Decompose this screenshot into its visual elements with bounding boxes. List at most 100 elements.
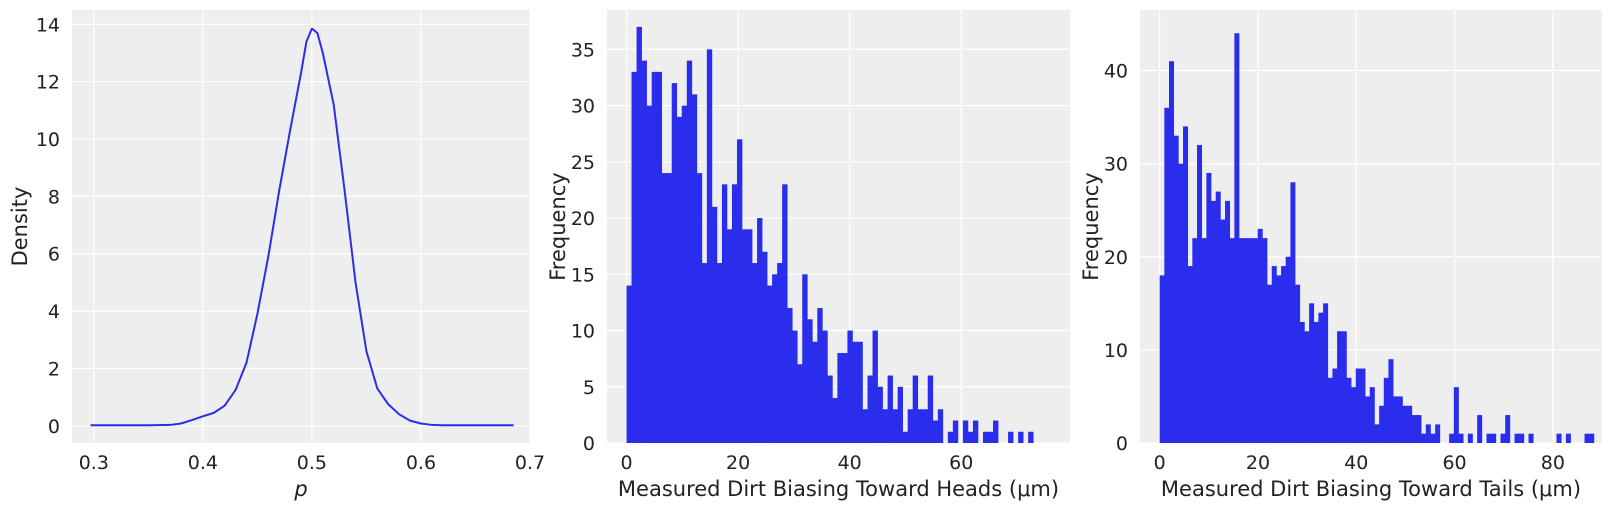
histogram-bar [742, 229, 748, 443]
histogram-bar [1206, 172, 1212, 443]
x-tick-labels: 0.3 0.4 0.5 0.6 0.7 [79, 452, 545, 474]
histogram-bar [1299, 321, 1305, 443]
histogram-bar [947, 431, 954, 443]
histogram-bar [1295, 284, 1301, 443]
histogram-bar [932, 420, 939, 443]
histogram-bar [1369, 387, 1375, 443]
histogram-bar [967, 431, 974, 443]
histogram-bar [887, 375, 893, 443]
histogram-bar [1257, 228, 1263, 443]
y-tick-label: 15 [571, 264, 595, 286]
y-tick-label: 20 [571, 208, 595, 230]
y-tick-label: 14 [36, 14, 60, 36]
histogram-bar [1271, 266, 1277, 443]
histogram-bar [802, 274, 808, 443]
histogram-bar [1211, 200, 1217, 443]
histogram-bar [656, 71, 663, 444]
histogram-bar [716, 263, 723, 443]
histogram-bar [1589, 433, 1595, 443]
x-tick-label: 40 [838, 452, 862, 474]
y-tick-label: 8 [48, 186, 60, 208]
histogram-bar [636, 26, 642, 444]
x-tick-label: 20 [1246, 452, 1270, 474]
marks [1159, 33, 1595, 444]
x-tick-label: 0.7 [515, 452, 545, 474]
histogram-bar [1262, 238, 1268, 443]
y-tick-label: 2 [48, 358, 60, 380]
histogram-bar [1514, 433, 1520, 443]
y-tick-label: 25 [571, 152, 595, 174]
histogram-bar [1323, 303, 1329, 443]
marks [626, 26, 1034, 444]
histogram-bar [822, 330, 828, 443]
histogram-bar [676, 116, 683, 443]
histogram-bar [912, 375, 919, 443]
histogram-bar [1164, 107, 1170, 444]
histogram-bar [1416, 415, 1422, 443]
histogram-bar [827, 375, 833, 443]
histogram-bar [1276, 275, 1282, 443]
histogram-bar [1402, 405, 1408, 443]
histogram-bar [671, 83, 678, 443]
histogram-bar [847, 330, 853, 443]
histogram-bar [1267, 284, 1273, 443]
histogram-bar [706, 49, 713, 444]
histogram-bar [832, 398, 838, 443]
histogram-bar [1234, 33, 1240, 443]
histogram-bar [1565, 433, 1571, 443]
grid [72, 10, 531, 443]
x-tick-label: 0.4 [188, 452, 218, 474]
y-tick-labels: 0 2 4 6 8 10 12 14 [36, 14, 60, 437]
y-tick-label: 20 [1104, 247, 1128, 269]
histogram-bar [1285, 256, 1291, 443]
y-tick-label: 0 [48, 416, 60, 438]
histogram-bar [757, 218, 763, 443]
density-line [90, 27, 514, 427]
histogram-bar [1332, 368, 1338, 443]
histogram-bar [962, 420, 969, 443]
x-tick-labels: 0 20 40 60 80 [1154, 452, 1565, 474]
x-tick-label: 0 [1154, 452, 1166, 474]
histogram-bar [917, 409, 924, 443]
histogram-bar [1253, 238, 1259, 443]
x-axis-label: p [293, 477, 307, 501]
histogram-bar [1192, 238, 1198, 443]
histogram-bar [1360, 368, 1366, 443]
histogram-bar [1467, 433, 1473, 443]
histogram-bar [1374, 424, 1380, 443]
histogram-bar [1383, 377, 1389, 443]
y-tick-label: 10 [1104, 340, 1128, 362]
histogram-bar [862, 409, 868, 443]
histogram-bar [1008, 431, 1014, 443]
y-tick-label: 10 [36, 129, 60, 151]
histogram-bar [711, 206, 718, 443]
histogram-bar [892, 409, 898, 443]
histogram-bar [1453, 387, 1459, 443]
histogram-bar [777, 263, 783, 443]
histogram-bar [736, 139, 743, 443]
histogram-bar [701, 263, 708, 443]
y-axis-label: Frequency [1079, 172, 1103, 281]
y-tick-label: 35 [571, 39, 595, 61]
histogram-bar [1018, 431, 1024, 443]
histogram-bar [988, 431, 994, 443]
histogram-bar [812, 341, 818, 443]
histogram-bar [721, 184, 728, 443]
histogram-bar [1355, 368, 1361, 443]
histogram-bar [1351, 387, 1357, 443]
histogram-bar [1505, 415, 1511, 443]
histogram-bar [1449, 433, 1455, 443]
histogram-bar [1407, 405, 1413, 443]
histogram-bar [1220, 219, 1226, 443]
histogram-bar [1528, 433, 1534, 443]
histogram-bar [1435, 424, 1441, 443]
tails-histogram-panel: 0 20 40 60 80 0 10 20 30 40 Measured Dirt Biasin… [1079, 10, 1602, 501]
marks [90, 27, 514, 427]
histogram-bar [807, 319, 813, 443]
histogram-bar [1239, 238, 1245, 443]
histogram-bar [1500, 433, 1506, 443]
histogram-bar [731, 184, 738, 443]
histogram-bar [646, 105, 652, 443]
histogram-bar [1341, 331, 1347, 443]
x-tick-label: 0.5 [297, 452, 327, 474]
